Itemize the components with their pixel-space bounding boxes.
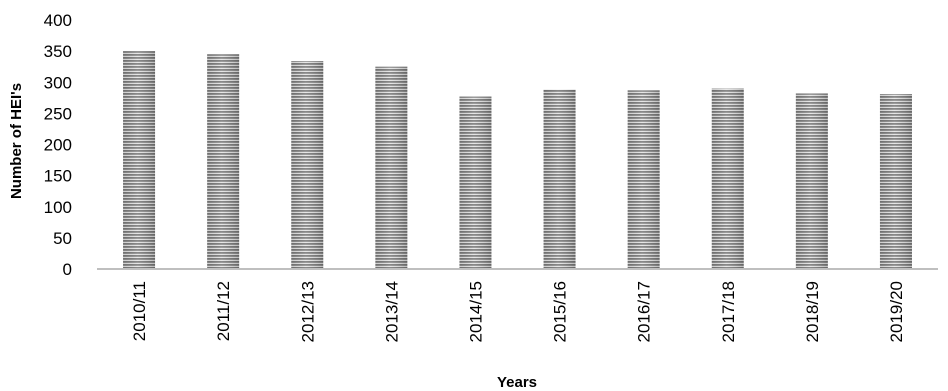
- bars: [123, 51, 912, 270]
- x-axis-ticks: 2010/11 2011/12 2012/13 2013/14 2014/15 2015/…: [130, 281, 906, 342]
- y-tick-label: 300: [44, 73, 72, 92]
- x-tick-label: 2011/12: [214, 281, 233, 341]
- y-tick-label: 350: [44, 42, 72, 61]
- x-tick-label: 2016/17: [635, 281, 654, 342]
- bar: [123, 51, 156, 269]
- bar: [543, 89, 576, 269]
- bar-shade: [375, 66, 408, 269]
- bar-shade: [627, 90, 660, 269]
- bar: [711, 88, 744, 269]
- y-tick-label: 100: [44, 198, 72, 217]
- x-tick-label: 2017/18: [719, 281, 738, 342]
- y-tick-label: 50: [53, 229, 72, 248]
- bar: [375, 66, 408, 269]
- bar: [795, 93, 828, 269]
- x-tick-label: 2013/14: [382, 281, 401, 342]
- y-axis-title: Number of HEI's: [8, 83, 25, 199]
- y-tick-label: 200: [44, 136, 72, 155]
- x-tick-label: 2015/16: [551, 281, 570, 342]
- bar: [291, 61, 324, 270]
- y-axis-ticks: 0 50 100 150 200 250 300 350 400: [44, 11, 72, 279]
- bar-shade: [459, 96, 492, 269]
- y-tick-label: 0: [63, 260, 72, 279]
- bar: [207, 54, 240, 269]
- bar-shade: [123, 51, 156, 269]
- x-tick-label: 2010/11: [130, 281, 149, 341]
- x-tick-label: 2019/20: [887, 281, 906, 342]
- y-tick-label: 400: [44, 11, 72, 30]
- bar-shade: [207, 54, 240, 269]
- bar-shade: [711, 88, 744, 269]
- bar: [879, 94, 912, 269]
- bar-shade: [291, 61, 324, 270]
- bar: [627, 90, 660, 269]
- x-tick-label: 2014/15: [466, 281, 485, 342]
- bar-shade: [795, 93, 828, 269]
- y-tick-label: 250: [44, 104, 72, 123]
- y-tick-label: 150: [44, 167, 72, 186]
- x-axis-title: Years: [497, 374, 537, 391]
- bar-shade: [543, 89, 576, 269]
- bar: [459, 96, 492, 269]
- x-tick-label: 2018/19: [803, 281, 822, 342]
- bar-shade: [879, 94, 912, 269]
- x-tick-label: 2012/13: [298, 281, 317, 342]
